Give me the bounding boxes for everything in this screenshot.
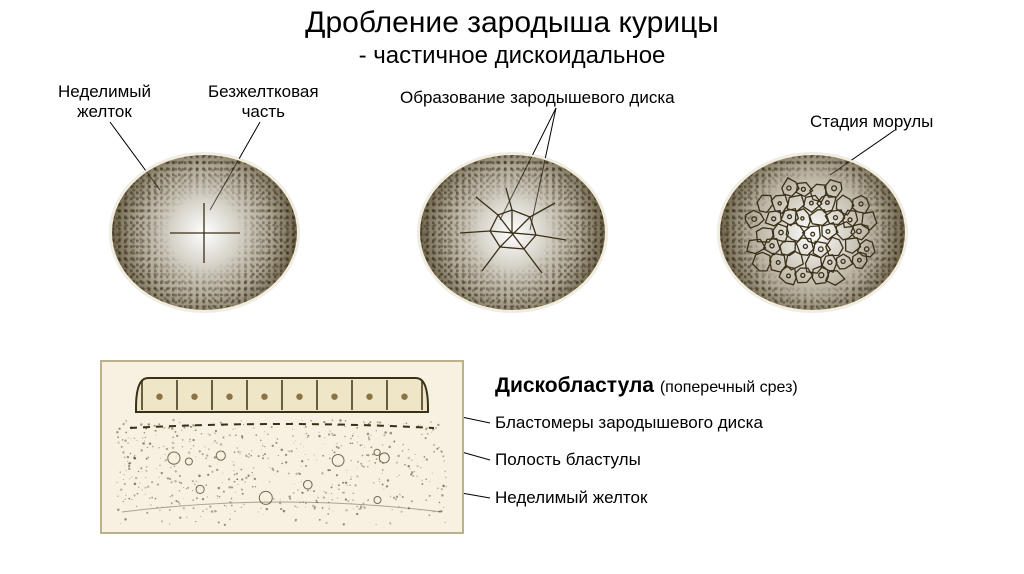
- discoblast-row1: Полость бластулы: [495, 450, 641, 470]
- disc-cluster: [420, 155, 605, 310]
- label-noyolk: Безжелтковая часть: [208, 82, 319, 121]
- discoblast-title: Дискобластула (поперечный срез): [495, 374, 798, 398]
- discoblast-note: (поперечный срез): [660, 379, 798, 396]
- section-panel: [100, 360, 464, 534]
- disc2-overlay: [420, 155, 605, 310]
- label-morula: Стадия морулы: [810, 112, 933, 132]
- disc-stage4: [112, 155, 297, 310]
- page-title: Дробление зародыша курицы: [0, 6, 1024, 40]
- disc3-overlay: [720, 155, 905, 310]
- page: Дробление зародыша курицы - частичное ди…: [0, 0, 1024, 574]
- page-subtitle: - частичное дискоидальное: [0, 42, 1024, 70]
- discoblast-title-text: Дискобластула: [495, 374, 654, 397]
- disc1-overlay: [112, 155, 297, 310]
- section-svg: [102, 362, 462, 532]
- discoblast-row0: Бластомеры зародышевого диска: [495, 413, 763, 433]
- label-yolk: Неделимый желток: [58, 82, 151, 121]
- disc-morula: [720, 155, 905, 310]
- discoblast-row2: Неделимый желток: [495, 488, 647, 508]
- label-germdisc: Образование зародышевого диска: [400, 88, 675, 108]
